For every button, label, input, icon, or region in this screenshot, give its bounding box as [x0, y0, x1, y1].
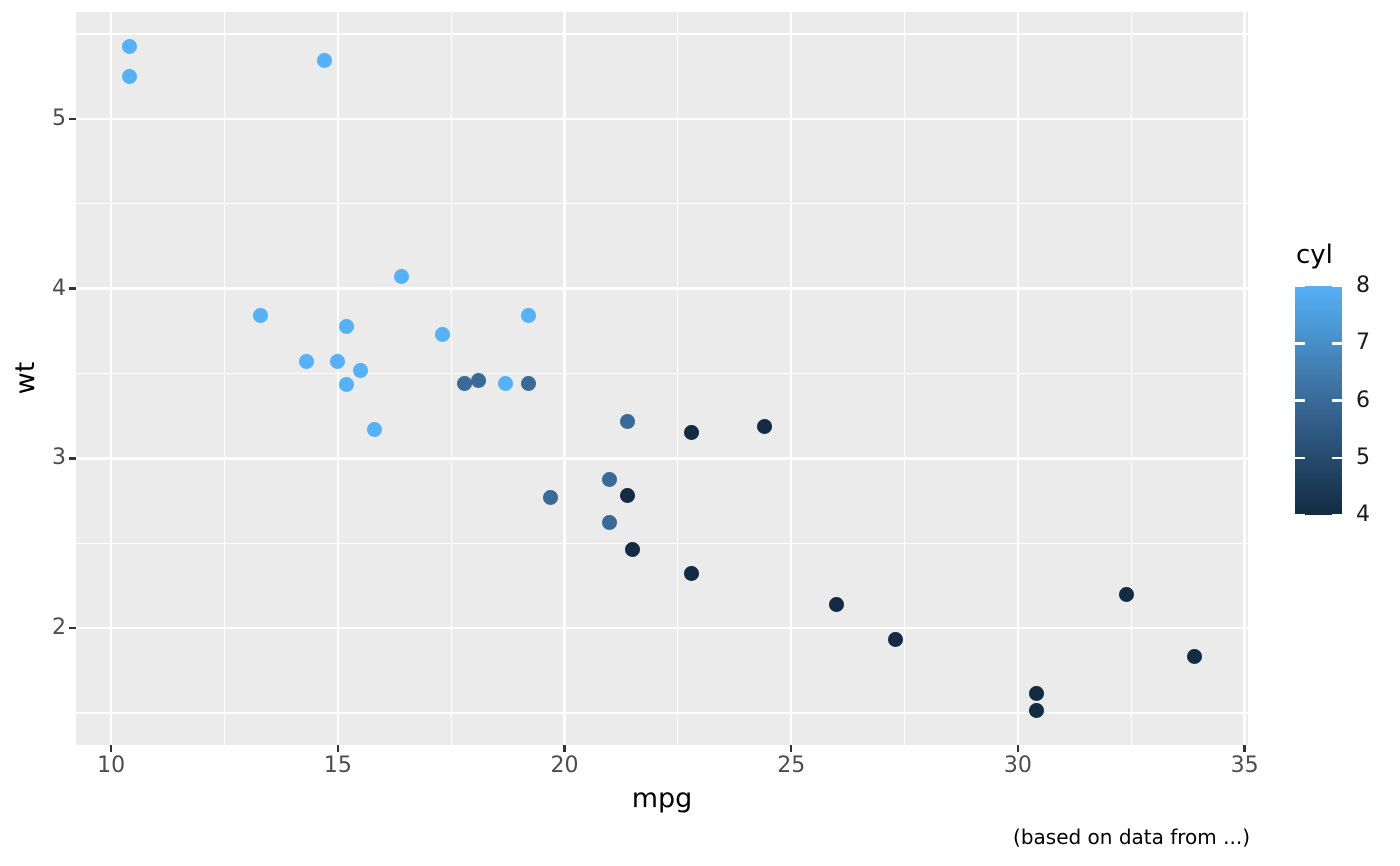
data-point: [602, 515, 618, 531]
legend-tick-label: 7: [1356, 330, 1370, 356]
major-gridline: [109, 12, 113, 745]
legend-tick-label: 4: [1356, 502, 1370, 527]
minor-gridline: [677, 12, 679, 745]
major-gridline: [1016, 12, 1020, 745]
data-point: [620, 414, 636, 430]
data-point: [121, 39, 137, 55]
x-tick-label: 30: [1003, 753, 1032, 778]
y-tick-label: 4: [52, 275, 66, 301]
data-point: [620, 488, 636, 504]
data-point: [829, 596, 845, 612]
plot-caption: (based on data from ...): [1013, 825, 1250, 849]
colorbar-tick-notch: [1332, 342, 1342, 345]
y-tick-label: 2: [52, 615, 66, 641]
x-tick-mark: [109, 745, 113, 752]
colorbar-tick-notch: [1295, 286, 1305, 288]
data-point: [339, 318, 355, 334]
minor-gridline: [223, 12, 226, 745]
y-tick-mark: [69, 287, 76, 290]
major-gridline: [76, 287, 1248, 290]
minor-gridline: [903, 12, 906, 745]
data-point: [457, 376, 473, 392]
colorbar-gradient: [1295, 286, 1342, 515]
data-point: [393, 269, 409, 285]
x-tick-label: 15: [323, 753, 352, 778]
colorbar-tick-notch: [1295, 456, 1305, 459]
data-point: [520, 376, 536, 392]
data-point: [683, 566, 699, 582]
plot-panel: [76, 12, 1248, 745]
legend-tick-label: 5: [1356, 444, 1370, 470]
y-axis-title: wt: [10, 361, 41, 395]
data-point: [470, 372, 486, 388]
x-tick-mark: [336, 745, 340, 752]
data-point: [520, 307, 536, 323]
y-tick-mark: [69, 457, 76, 460]
data-point: [1187, 648, 1203, 664]
major-gridline: [563, 12, 566, 745]
major-gridline: [76, 457, 1248, 460]
colorbar-tick-notch: [1295, 399, 1305, 402]
x-tick-label: 35: [1230, 753, 1259, 778]
data-point: [253, 308, 269, 324]
x-tick-mark: [563, 745, 566, 752]
data-point: [602, 472, 618, 488]
data-point: [1028, 686, 1044, 702]
data-point: [121, 69, 137, 84]
data-point: [683, 425, 699, 441]
colorbar-tick-notch: [1332, 456, 1342, 459]
x-tick-label: 20: [550, 753, 579, 778]
data-point: [339, 377, 355, 393]
x-tick-mark: [1016, 745, 1020, 752]
data-point: [330, 354, 346, 370]
minor-gridline: [450, 12, 452, 745]
x-tick-label: 10: [97, 753, 126, 778]
data-point: [366, 422, 382, 438]
minor-gridline: [76, 712, 1248, 714]
data-point: [352, 362, 368, 378]
data-point: [434, 327, 450, 343]
data-point: [1028, 703, 1044, 719]
data-point: [543, 489, 559, 505]
data-point: [316, 52, 332, 68]
major-gridline: [789, 12, 793, 745]
colorbar-tick-notch: [1295, 513, 1305, 515]
data-point: [756, 418, 772, 434]
data-point: [498, 376, 514, 392]
colorbar-tick-notch: [1332, 286, 1342, 288]
data-point: [298, 354, 314, 370]
x-tick-mark: [1243, 745, 1246, 752]
legend-title: cyl: [1296, 240, 1333, 270]
data-point: [1119, 586, 1135, 602]
minor-gridline: [76, 372, 1248, 375]
data-point: [887, 631, 903, 647]
minor-gridline: [76, 203, 1248, 205]
x-tick-label: 25: [777, 753, 806, 778]
legend-tick-label: 8: [1356, 273, 1370, 298]
y-tick-mark: [69, 117, 76, 121]
x-axis-title: mpg: [631, 783, 693, 814]
y-tick-mark: [69, 626, 76, 630]
data-point: [625, 541, 641, 557]
major-gridline: [76, 117, 1248, 121]
x-tick-mark: [789, 745, 793, 752]
minor-gridline: [1130, 12, 1132, 745]
major-gridline: [76, 626, 1248, 630]
y-tick-label: 3: [52, 445, 66, 471]
colorbar-tick-notch: [1295, 342, 1305, 345]
y-tick-label: 5: [52, 105, 66, 131]
colorbar-tick-notch: [1332, 513, 1342, 515]
colorbar-tick-notch: [1332, 399, 1342, 402]
major-gridline: [1243, 12, 1246, 745]
legend-tick-label: 6: [1356, 387, 1370, 413]
minor-gridline: [76, 33, 1248, 35]
major-gridline: [336, 12, 340, 745]
minor-gridline: [76, 542, 1248, 544]
